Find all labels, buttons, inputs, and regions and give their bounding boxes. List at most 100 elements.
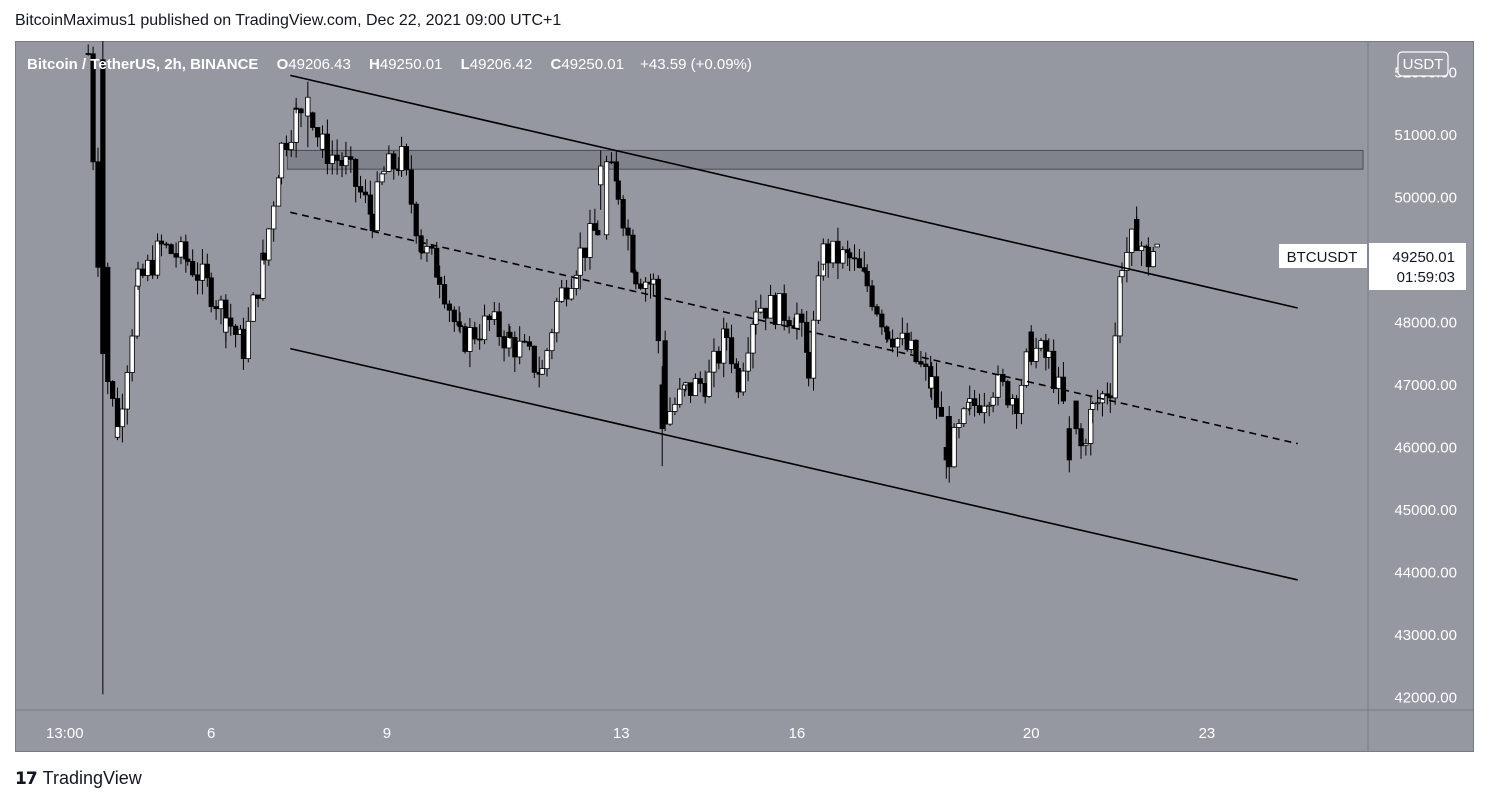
candle-body bbox=[1013, 398, 1020, 414]
candle-body bbox=[687, 382, 694, 396]
candle-body bbox=[408, 169, 414, 205]
candle-body bbox=[603, 161, 610, 236]
candle-body bbox=[1138, 245, 1145, 251]
candle-body bbox=[613, 161, 619, 182]
candle-body bbox=[794, 313, 800, 329]
candle-body bbox=[786, 320, 792, 327]
candle-body bbox=[140, 268, 146, 276]
candle-body bbox=[403, 146, 410, 171]
candle-body bbox=[381, 170, 387, 175]
candle-body bbox=[240, 328, 247, 359]
candle-body bbox=[956, 423, 962, 428]
candle-body bbox=[114, 426, 121, 438]
price-tick-label: 42000.00 bbox=[1394, 689, 1457, 706]
candle-body bbox=[933, 376, 940, 408]
candle-body bbox=[577, 247, 583, 276]
candle-body bbox=[630, 234, 636, 273]
candle-body bbox=[598, 165, 604, 186]
candle-body bbox=[1107, 395, 1113, 399]
candle-body bbox=[662, 340, 668, 425]
candle-body bbox=[869, 285, 875, 308]
candle-body bbox=[150, 259, 156, 276]
candle-body bbox=[851, 257, 858, 260]
candle-body bbox=[413, 203, 419, 237]
candle-body bbox=[168, 244, 174, 254]
ticker-tag bbox=[1279, 244, 1367, 268]
candle-body bbox=[398, 146, 405, 171]
candle-body bbox=[190, 261, 196, 276]
candle-body bbox=[692, 378, 699, 396]
time-tick-label: 6 bbox=[207, 725, 215, 742]
currency-button[interactable] bbox=[1397, 51, 1449, 77]
candle-body bbox=[1028, 331, 1034, 362]
candle-body bbox=[348, 156, 354, 160]
time-tick-label: 13:00 bbox=[46, 725, 84, 742]
candles-layer bbox=[85, 41, 1160, 695]
candle-body bbox=[615, 180, 621, 200]
currency-label: USDT bbox=[1403, 56, 1444, 73]
candle-body bbox=[319, 133, 326, 150]
candle-body bbox=[559, 287, 565, 302]
candle-body bbox=[683, 382, 689, 386]
candle-body bbox=[986, 404, 992, 407]
candle-body bbox=[753, 311, 759, 325]
price-tick-label: 50000.00 bbox=[1394, 189, 1457, 206]
price-tick-label: 45000.00 bbox=[1394, 502, 1457, 519]
candle-body bbox=[582, 247, 588, 258]
candle-body bbox=[526, 341, 533, 347]
candle-body bbox=[655, 278, 661, 342]
candle-body bbox=[223, 317, 229, 333]
candle-body bbox=[531, 345, 537, 373]
candle-body bbox=[305, 96, 311, 117]
candle-body bbox=[946, 415, 952, 468]
candle-body bbox=[864, 270, 870, 287]
candle-body bbox=[672, 403, 678, 412]
candle-body bbox=[899, 332, 905, 340]
candle-body bbox=[1000, 374, 1006, 382]
candle-body bbox=[261, 252, 267, 261]
candle-body bbox=[1083, 443, 1089, 446]
candle-body bbox=[539, 368, 545, 375]
high-value: 49250.01 bbox=[380, 56, 443, 73]
candle-body bbox=[369, 213, 375, 232]
candle-body bbox=[1119, 270, 1125, 278]
candle-body bbox=[362, 191, 369, 196]
candle-body bbox=[763, 307, 769, 319]
candle-body bbox=[1033, 347, 1039, 362]
candle-body bbox=[213, 306, 219, 310]
candle-body bbox=[255, 294, 261, 299]
candle-body bbox=[278, 142, 285, 179]
candle-body bbox=[293, 107, 299, 143]
candle-body bbox=[856, 258, 863, 269]
channel-middle-line bbox=[290, 211, 1298, 445]
candle-body bbox=[1090, 403, 1096, 410]
candle-body bbox=[608, 161, 615, 164]
last-price-tag bbox=[1369, 243, 1466, 290]
candle-body bbox=[129, 335, 135, 373]
candle-body bbox=[275, 177, 282, 207]
candle-body bbox=[357, 186, 364, 193]
candle-body bbox=[745, 352, 751, 372]
candle-body bbox=[512, 337, 518, 358]
candle-body bbox=[310, 112, 316, 128]
change-value: +43.59 (+0.09%) bbox=[640, 56, 752, 73]
candle-body bbox=[889, 338, 896, 348]
candle-body bbox=[799, 313, 805, 323]
candle-body bbox=[134, 285, 140, 337]
candle-body bbox=[517, 340, 523, 358]
footer-brand[interactable]: 𝟭𝟳 TradingView bbox=[15, 768, 142, 789]
resistance-zone-layer bbox=[286, 149, 1364, 170]
candle-body bbox=[185, 258, 191, 262]
high-label: H bbox=[369, 56, 380, 73]
candle-body bbox=[250, 294, 256, 322]
candle-body bbox=[929, 376, 935, 389]
candle-body bbox=[847, 252, 853, 259]
candle-body bbox=[145, 259, 151, 276]
candle-body bbox=[981, 405, 987, 414]
candle-body bbox=[724, 328, 730, 339]
symbol-name: Bitcoin / TetherUS, 2h, BINANCE bbox=[27, 56, 258, 73]
candle-body bbox=[830, 240, 836, 264]
candle-body bbox=[472, 327, 478, 340]
candle-body bbox=[861, 267, 867, 272]
